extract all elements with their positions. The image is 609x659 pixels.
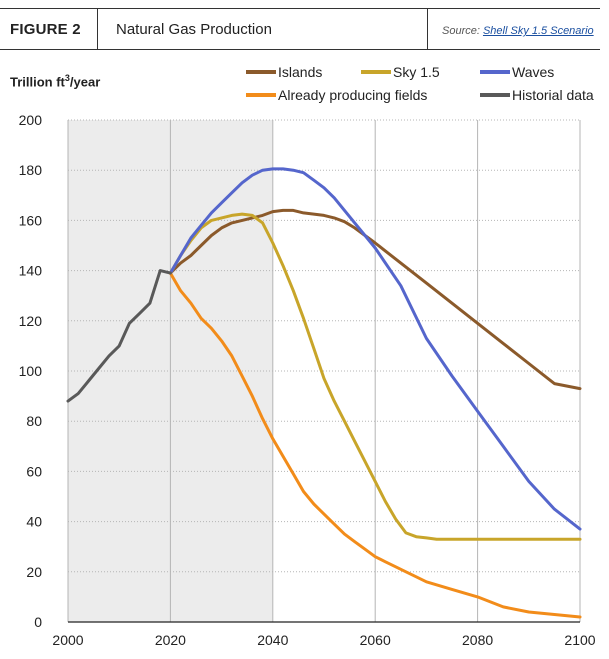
y-axis-label-sup: 3 [64, 73, 70, 83]
legend-label-islands: Islands [278, 64, 323, 80]
y-tick-label: 20 [26, 564, 42, 580]
figure-header: FIGURE 2 Natural Gas Production Source: … [0, 8, 600, 50]
y-tick-label: 100 [19, 363, 43, 379]
series-line-historical [66, 269, 172, 403]
series-line-already [168, 271, 582, 619]
legend-label-already: Already producing fields [278, 87, 428, 103]
y-axis-label-tail: /year [69, 74, 101, 90]
series-line-waves [168, 167, 582, 531]
legend-swatch-already [246, 93, 276, 97]
legend-label-sky: Sky 1.5 [393, 64, 440, 80]
legend-item-waves: Waves [480, 64, 554, 80]
y-tick-label: 140 [19, 263, 43, 279]
y-tick-label: 40 [26, 514, 42, 530]
y-tick-label: 120 [19, 313, 43, 329]
y-axis-label-main: Trillion ft [10, 74, 65, 90]
y-tick-label: 80 [26, 413, 42, 429]
legend-item-sky: Sky 1.5 [361, 64, 440, 80]
legend-item-historical: Historial data [480, 87, 594, 103]
legend-item-islands: Islands [246, 64, 322, 80]
figure-label: FIGURE 2 [10, 21, 81, 38]
series-line-islands [168, 208, 582, 391]
legend-swatch-waves [480, 70, 510, 74]
legend-swatch-sky [361, 70, 391, 74]
source-link[interactable]: Shell Sky 1.5 Scenario [482, 25, 594, 37]
y-tick-label: 160 [19, 212, 43, 228]
x-tick-label: 2020 [155, 632, 186, 648]
source-prefix: Source: [442, 25, 483, 37]
legend-swatch-islands [246, 70, 276, 74]
source-note: Source: Shell Sky 1.5 Scenario [442, 25, 594, 37]
x-tick-label: 2040 [257, 632, 288, 648]
y-axis-label: Trillion ft3/year [10, 73, 100, 89]
x-tick-label: 2100 [564, 632, 595, 648]
legend-swatch-historical [480, 93, 510, 97]
x-tick-label: 2080 [462, 632, 493, 648]
y-tick-label: 180 [19, 162, 43, 178]
y-tick-label: 60 [26, 463, 42, 479]
x-tick-label: 2060 [360, 632, 391, 648]
x-tick-label: 2000 [52, 632, 83, 648]
series-line-sky [168, 212, 582, 541]
legend-item-already: Already producing fields [246, 87, 427, 103]
legend-label-historical: Historial data [512, 87, 594, 103]
figure-title: Natural Gas Production [116, 21, 272, 38]
legend-label-waves: Waves [512, 64, 555, 80]
y-tick-label: 200 [19, 112, 43, 128]
header-divider [427, 9, 428, 49]
header-divider [97, 9, 98, 49]
y-tick-label: 0 [34, 614, 42, 630]
